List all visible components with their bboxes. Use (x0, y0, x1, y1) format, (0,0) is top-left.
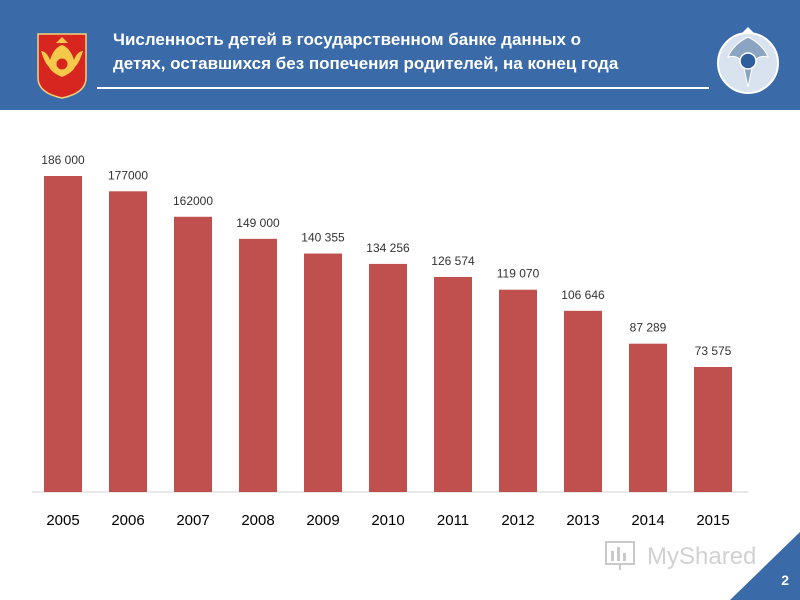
x-tick-2011: 2011 (437, 512, 469, 529)
title-line-2: детях, оставшихся без попечения родителе… (113, 54, 619, 73)
ministry-seal-icon (717, 27, 779, 94)
data-label-2007: 162000 (173, 194, 213, 208)
x-tick-2015: 2015 (696, 512, 729, 529)
data-label-2012: 119 070 (497, 267, 540, 281)
data-label-2011: 126 574 (431, 254, 475, 268)
header-bar: Численность детей в государственном банк… (0, 0, 800, 110)
x-tick-2006: 2006 (111, 512, 144, 529)
x-tick-2012: 2012 (501, 512, 534, 529)
data-label-2005: 186 000 (41, 153, 85, 167)
data-label-2009: 140 355 (301, 231, 345, 245)
bar-2013 (564, 310, 602, 492)
page-title: Численность детей в государственном банк… (113, 28, 713, 76)
bar-2006 (109, 191, 147, 492)
myshared-logo-icon (605, 541, 635, 570)
data-label-2013: 106 646 (561, 288, 605, 302)
bar-2014 (629, 343, 667, 492)
data-label-2015: 73 575 (695, 344, 732, 358)
data-label-2014: 87 289 (630, 321, 667, 335)
x-tick-2013: 2013 (566, 512, 599, 529)
bar-2012 (499, 289, 537, 492)
bar-2010 (369, 263, 407, 492)
page-number: 2 (781, 572, 789, 588)
data-label-2010: 134 256 (366, 241, 410, 255)
russian-coat-of-arms-icon (37, 33, 87, 99)
bar-2007 (174, 216, 212, 492)
bar-2011 (434, 276, 472, 492)
bar-2015 (694, 367, 732, 492)
title-underline (97, 87, 709, 89)
bar-2005 (44, 176, 82, 492)
watermark: MyShared (605, 537, 765, 577)
x-tick-2005: 2005 (46, 512, 79, 529)
x-tick-2014: 2014 (631, 512, 664, 529)
title-line-1: Численность детей в государственном банк… (113, 30, 582, 49)
watermark-text: MyShared (647, 543, 757, 570)
x-tick-2008: 2008 (241, 512, 274, 529)
data-label-2006: 177000 (108, 168, 148, 182)
x-tick-2010: 2010 (371, 512, 404, 529)
x-tick-2007: 2007 (176, 512, 209, 529)
x-tick-2009: 2009 (306, 512, 339, 529)
bar-2008 (239, 238, 277, 492)
bar-2009 (304, 253, 342, 492)
data-label-2008: 149 000 (236, 216, 280, 230)
bar-chart: 186 000 2005 177000 2006 162000 2007 149 000 20… (32, 153, 748, 529)
